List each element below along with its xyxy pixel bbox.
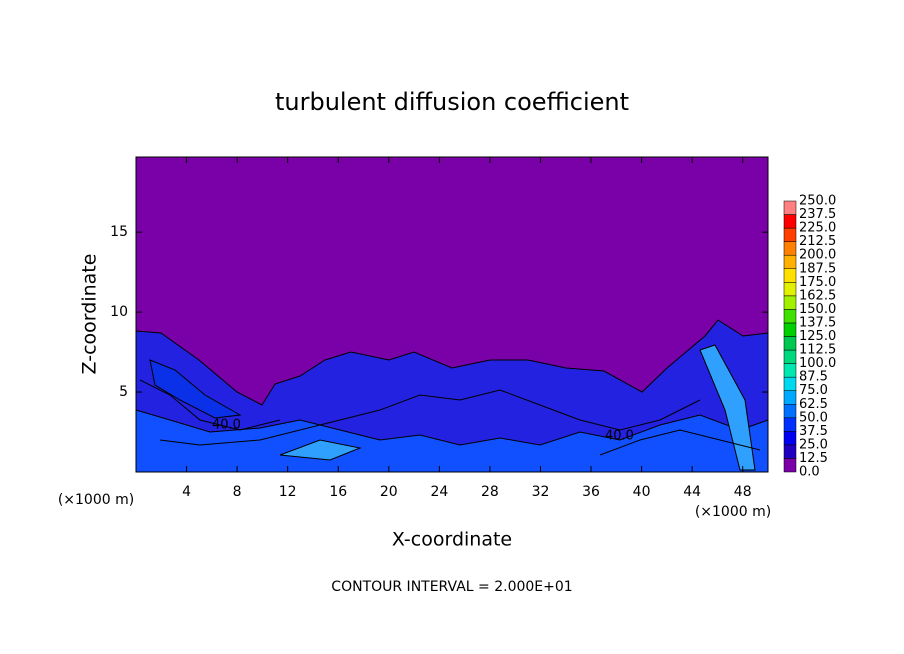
x-tick-label: 28	[481, 484, 499, 500]
y-tick-label: 5	[119, 384, 128, 400]
field-band	[279, 439, 362, 461]
colorbar-label: 12.5	[799, 451, 828, 466]
colorbar-label: 162.5	[799, 288, 836, 303]
colorbar-bin	[783, 417, 797, 432]
colorbar-label: 62.5	[799, 397, 828, 412]
x-tick-label: 12	[279, 484, 297, 500]
colorbar-label: 25.0	[799, 437, 828, 452]
colorbar-bin	[783, 363, 797, 378]
field-band	[699, 344, 756, 471]
colorbar-bin	[783, 241, 797, 256]
field: 40.0 40.0	[135, 157, 769, 473]
colorbar-label: 75.0	[799, 383, 828, 398]
colorbar-label: 187.5	[799, 261, 836, 276]
colorbar-bin	[783, 336, 797, 351]
x-tick-label: 20	[380, 484, 398, 500]
colorbar-label: 250.0	[799, 194, 836, 209]
x-axis-label: X-coordinate	[392, 529, 512, 551]
colorbar-label: 212.5	[799, 234, 836, 249]
colorbar-label: 137.5	[799, 315, 836, 330]
x-unit-label: (×1000 m)	[58, 492, 134, 508]
colorbar-bin	[783, 390, 797, 405]
x-tick-label: 32	[532, 484, 550, 500]
colorbar-bin	[783, 254, 797, 269]
colorbar-label: 225.0	[799, 221, 836, 236]
colorbar-label: 237.5	[799, 207, 836, 222]
colorbar-bin	[783, 458, 797, 473]
colorbar-label: 50.0	[799, 410, 828, 425]
colorbar-bin	[783, 322, 797, 337]
colorbar-label: 125.0	[799, 329, 836, 344]
x-tick-label: 8	[233, 484, 242, 500]
colorbar-bin	[783, 404, 797, 419]
colorbar-bin	[783, 282, 797, 297]
colorbar-bin	[783, 309, 797, 324]
contour-label: 40.0	[212, 418, 241, 433]
colorbar-bin	[783, 227, 797, 242]
colorbar-label: 150.0	[799, 302, 836, 317]
colorbar: 0.012.525.037.550.062.575.087.5100.0112.…	[783, 194, 836, 480]
y-tick-label: 15	[110, 224, 128, 240]
y-axis-label: Z-coordinate	[79, 254, 101, 375]
colorbar-bin	[783, 200, 797, 215]
x-tick-label: 44	[683, 484, 701, 500]
colorbar-bin	[783, 295, 797, 310]
colorbar-bin	[783, 268, 797, 283]
plot-frame	[135, 156, 769, 473]
contour-line	[599, 429, 761, 456]
contour-label: 40.0	[605, 429, 634, 444]
colorbar-label: 112.5	[799, 343, 836, 358]
colorbar-label: 87.5	[799, 370, 828, 385]
x-unit-label: (×1000 m)	[695, 504, 771, 520]
colorbar-bin	[783, 431, 797, 446]
colorbar-label: 100.0	[799, 356, 836, 371]
chart-title: turbulent diffusion coefficient	[275, 88, 629, 116]
colorbar-bin	[783, 376, 797, 391]
footnote: CONTOUR INTERVAL = 2.000E+01	[331, 579, 572, 595]
colorbar-label: 175.0	[799, 275, 836, 290]
y-tick-label: 10	[110, 304, 128, 320]
x-tick-label: 40	[633, 484, 651, 500]
colorbar-bin	[783, 214, 797, 229]
x-tick-label: 4	[182, 484, 191, 500]
field-band	[149, 359, 242, 419]
colorbar-label: 37.5	[799, 424, 828, 439]
contour-line	[139, 379, 281, 431]
colorbar-label: 200.0	[799, 248, 836, 263]
colorbar-label: 0.0	[799, 465, 820, 480]
colorbar-bin	[783, 444, 797, 459]
x-tick-label: 36	[582, 484, 600, 500]
x-tick-label: 48	[734, 484, 752, 500]
colorbar-bin	[783, 349, 797, 364]
contour-line	[159, 389, 701, 446]
x-tick-label: 24	[430, 484, 448, 500]
x-tick-label: 16	[329, 484, 347, 500]
